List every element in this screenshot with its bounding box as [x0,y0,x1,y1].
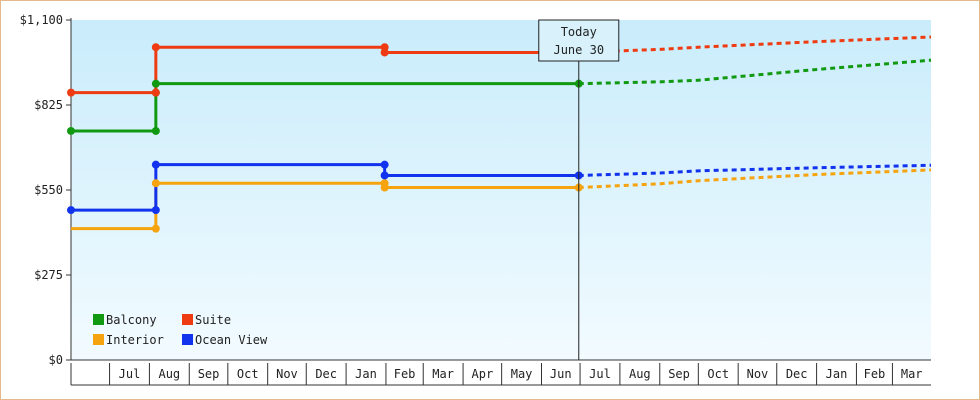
legend-swatch-ocean-view [182,334,193,345]
legend-swatch-suite [182,314,193,325]
series-line-ocean-view [71,163,579,212]
data-point-ocean-view [151,160,160,169]
legend-swatch-interior [93,334,104,345]
data-point-suite [151,43,160,52]
data-point-balcony [67,126,75,135]
plot-area [71,20,931,360]
series-line-suite [71,45,579,95]
x-tick-label: Apr [472,367,494,381]
data-point-balcony [151,79,160,88]
x-tick-label: Sep [668,367,690,381]
x-tick-label: Mar [432,367,454,381]
x-tick-label: Feb [394,367,416,381]
series-line-balcony [71,82,579,133]
series-line-interior [71,181,579,231]
y-tick-label: $1,100 [20,13,63,27]
x-tick-label: Oct [237,367,259,381]
x-tick-label: Jan [355,367,377,381]
x-tick-label: Feb [864,367,886,381]
legend-swatch-balcony [93,314,104,325]
y-tick-label: $0 [49,353,63,367]
data-point-ocean-view [67,206,75,215]
x-tick-label: Jul [589,367,611,381]
legend-label-suite: Suite [195,313,231,327]
forecast-line-balcony [578,58,932,86]
x-tick-label: Aug [629,367,651,381]
forecast-line-suite [578,35,932,54]
legend-label-ocean-view: Ocean View [195,333,268,347]
x-tick-label: Oct [707,367,729,381]
data-point-suite [380,48,389,57]
x-tick-label: Nov [747,367,769,381]
x-tick-label: May [511,367,533,381]
forecast-line-interior [578,168,932,190]
x-tick-label: Jul [119,367,141,381]
legend-label-interior: Interior [106,333,164,347]
x-tick-label: Dec [786,367,808,381]
x-tick-label: Jan [826,367,848,381]
data-point-interior [151,224,160,233]
y-tick-label: $275 [34,268,63,282]
x-tick-label: Nov [276,367,298,381]
today-callout-label: Today [561,25,597,39]
data-point-ocean-view [151,206,160,215]
x-tick-label: Mar [901,367,923,381]
x-tick-label: Dec [315,367,337,381]
legend-label-balcony: Balcony [106,313,157,327]
x-tick-label: Aug [158,367,180,381]
data-point-ocean-view [380,171,389,180]
data-point-interior [380,183,389,192]
y-tick-label: $550 [34,183,63,197]
today-callout-date: June 30 [553,43,604,57]
data-point-ocean-view [380,160,389,169]
today-callout-box [538,19,620,62]
data-point-interior [151,179,160,188]
data-point-suite [67,88,75,97]
y-tick-label: $825 [34,98,63,112]
x-tick-label: Sep [198,367,220,381]
forecast-line-ocean-view [578,163,932,177]
x-tick-label: Jun [550,367,572,381]
data-point-balcony [151,126,160,135]
data-point-suite [151,88,160,97]
